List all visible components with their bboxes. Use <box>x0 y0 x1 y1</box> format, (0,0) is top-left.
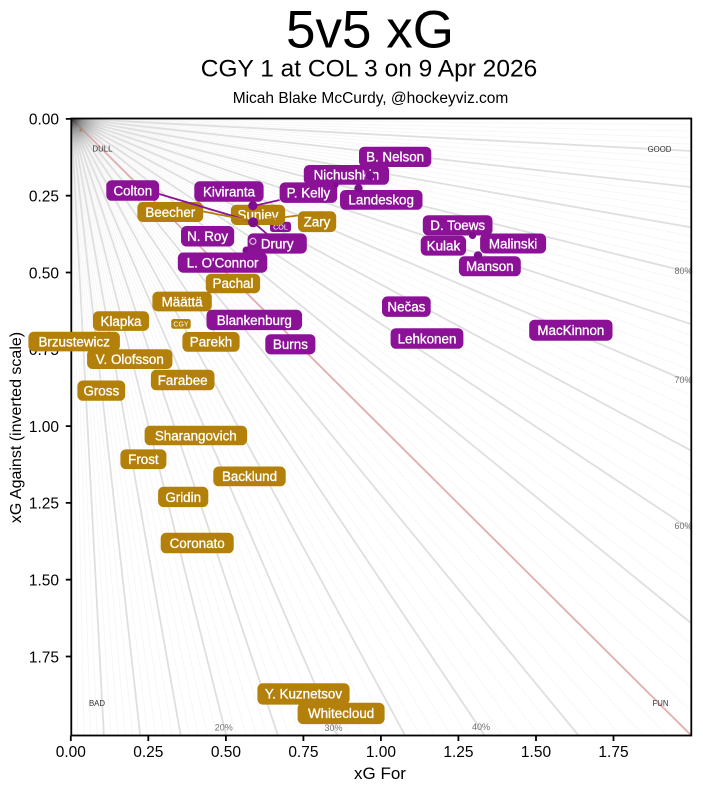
svg-text:GOOD: GOOD <box>648 145 672 154</box>
svg-text:0.75: 0.75 <box>288 744 318 761</box>
svg-text:COL: COL <box>273 223 288 232</box>
svg-text:Määttä: Määttä <box>162 294 203 309</box>
svg-text:1.00: 1.00 <box>366 744 397 761</box>
svg-text:1.75: 1.75 <box>29 649 59 666</box>
svg-text:1.00: 1.00 <box>29 419 60 436</box>
svg-text:L. O'Connor: L. O'Connor <box>187 255 259 270</box>
svg-text:Parekh: Parekh <box>190 335 232 350</box>
svg-text:70%: 70% <box>674 375 692 385</box>
svg-text:1.75: 1.75 <box>598 744 628 761</box>
svg-text:CGY: CGY <box>173 322 189 329</box>
svg-text:xG Against (inverted scale): xG Against (inverted scale) <box>8 332 25 523</box>
svg-text:Nichushkin: Nichushkin <box>314 168 380 183</box>
svg-text:B. Nelson: B. Nelson <box>366 150 424 165</box>
svg-text:Pachal: Pachal <box>213 276 254 291</box>
svg-text:Gridin: Gridin <box>165 490 201 505</box>
svg-text:Whitecloud: Whitecloud <box>308 706 374 721</box>
svg-text:Kulak: Kulak <box>427 239 461 254</box>
svg-text:0.50: 0.50 <box>211 744 242 761</box>
svg-text:Suniev: Suniev <box>238 208 279 223</box>
svg-text:Zary: Zary <box>304 215 331 230</box>
svg-text:BAD: BAD <box>89 699 105 708</box>
svg-text:0.00: 0.00 <box>56 744 87 761</box>
svg-text:5v5 xG: 5v5 xG <box>286 1 454 60</box>
svg-text:20%: 20% <box>215 723 233 733</box>
svg-text:Nečas: Nečas <box>387 299 425 314</box>
svg-text:1.50: 1.50 <box>29 573 60 590</box>
svg-text:xG For: xG For <box>354 764 406 783</box>
svg-text:Micah Blake McCurdy, @hockeyvi: Micah Blake McCurdy, @hockeyviz.com <box>233 90 509 107</box>
svg-text:0.50: 0.50 <box>29 265 60 282</box>
svg-text:60%: 60% <box>674 521 692 531</box>
svg-text:FUN: FUN <box>652 699 668 708</box>
svg-text:Klapka: Klapka <box>101 314 142 329</box>
svg-text:D. Toews: D. Toews <box>430 218 485 233</box>
svg-text:40%: 40% <box>472 722 490 732</box>
svg-text:0.00: 0.00 <box>29 112 60 129</box>
svg-text:Backlund: Backlund <box>222 469 277 484</box>
svg-text:Kiviranta: Kiviranta <box>203 184 256 199</box>
svg-text:Drury: Drury <box>261 236 294 251</box>
svg-text:Frost: Frost <box>128 452 159 467</box>
svg-text:80%: 80% <box>674 266 692 276</box>
svg-text:Y. Kuznetsov: Y. Kuznetsov <box>265 687 342 702</box>
svg-text:MacKinnon: MacKinnon <box>537 323 604 338</box>
svg-text:Farabee: Farabee <box>158 373 208 388</box>
svg-text:P. Kelly: P. Kelly <box>287 186 331 201</box>
svg-text:30%: 30% <box>324 723 342 733</box>
svg-text:Brzustewicz: Brzustewicz <box>38 334 110 349</box>
svg-text:0.25: 0.25 <box>29 189 59 206</box>
svg-text:1.25: 1.25 <box>29 496 59 513</box>
svg-text:1.25: 1.25 <box>443 744 473 761</box>
svg-text:Landeskog: Landeskog <box>348 193 414 208</box>
svg-text:0.25: 0.25 <box>133 744 163 761</box>
svg-text:N. Roy: N. Roy <box>187 229 228 244</box>
svg-text:Coronato: Coronato <box>170 536 225 551</box>
svg-text:Malinski: Malinski <box>489 236 537 251</box>
svg-text:CGY 1 at COL 3 on 9 Apr 2026: CGY 1 at COL 3 on 9 Apr 2026 <box>201 56 537 83</box>
svg-text:Burns: Burns <box>273 337 308 352</box>
svg-text:Manson: Manson <box>466 259 514 274</box>
svg-text:Beecher: Beecher <box>145 205 195 220</box>
svg-text:Colton: Colton <box>113 183 152 198</box>
svg-text:Gross: Gross <box>83 383 119 398</box>
svg-text:1.50: 1.50 <box>521 744 552 761</box>
svg-text:Lehkonen: Lehkonen <box>398 331 457 346</box>
svg-text:V. Olofsson: V. Olofsson <box>96 352 164 367</box>
svg-text:Blankenburg: Blankenburg <box>217 313 292 328</box>
svg-text:Sharangovich: Sharangovich <box>155 428 237 443</box>
svg-text:DULL: DULL <box>93 144 114 153</box>
